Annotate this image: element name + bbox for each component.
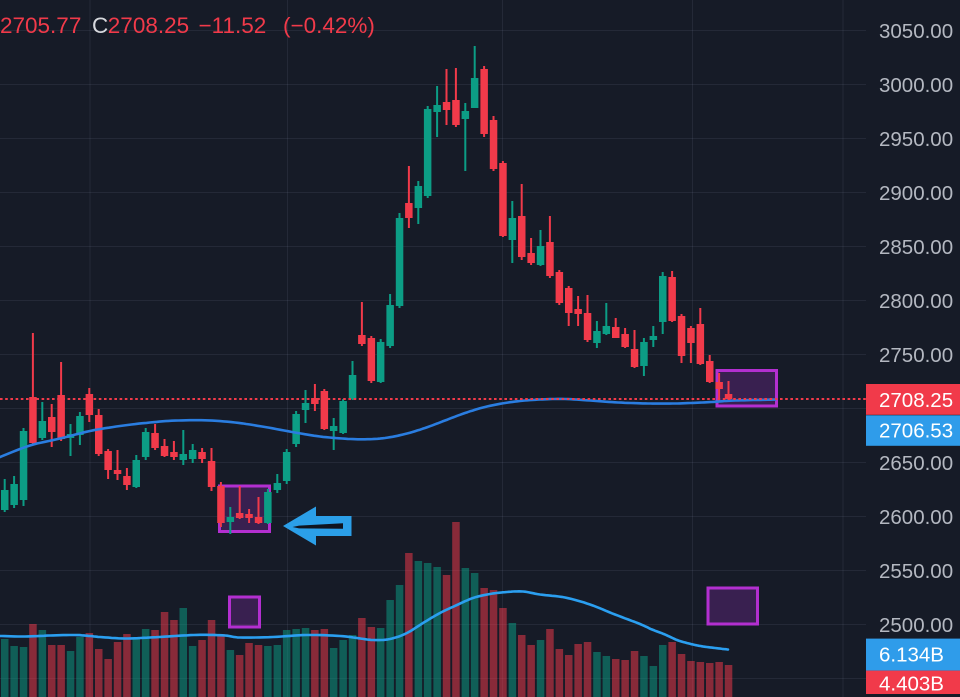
svg-text:2850.00: 2850.00 [879, 236, 953, 259]
svg-text:(−0.42%): (−0.42%) [283, 13, 375, 38]
svg-text:3000.00: 3000.00 [879, 74, 953, 97]
svg-text:2950.00: 2950.00 [879, 128, 953, 151]
svg-text:6.134B: 6.134B [879, 643, 944, 666]
svg-text:−11.52: −11.52 [199, 13, 267, 38]
svg-text:2706.53: 2706.53 [879, 419, 953, 442]
svg-text:2708.25: 2708.25 [108, 13, 189, 38]
svg-text:2500.00: 2500.00 [879, 614, 953, 637]
svg-text:C: C [92, 13, 108, 38]
svg-text:2600.00: 2600.00 [879, 506, 953, 529]
svg-text:2650.00: 2650.00 [879, 452, 953, 475]
svg-text:2705.77: 2705.77 [0, 13, 81, 38]
svg-text:2800.00: 2800.00 [879, 290, 953, 313]
svg-text:2708.25: 2708.25 [879, 389, 953, 412]
svg-text:3050.00: 3050.00 [879, 20, 953, 43]
svg-text:2900.00: 2900.00 [879, 182, 953, 205]
svg-text:4.403B: 4.403B [879, 673, 944, 696]
svg-text:2550.00: 2550.00 [879, 560, 953, 583]
svg-text:2750.00: 2750.00 [879, 344, 953, 367]
